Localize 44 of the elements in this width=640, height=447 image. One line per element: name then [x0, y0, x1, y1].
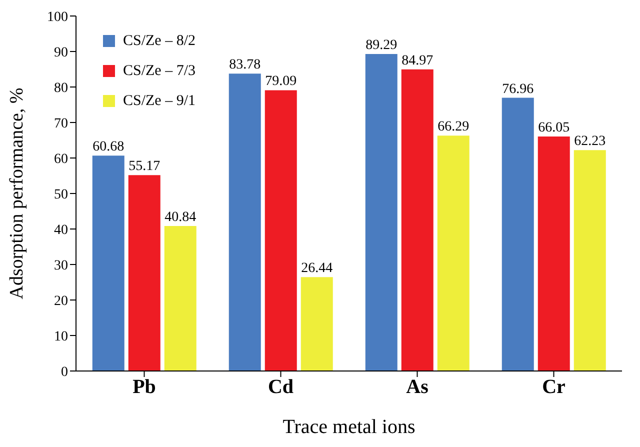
y-axis-title: Adsorption performance, % [6, 88, 28, 300]
y-tick-label: 90 [54, 45, 68, 60]
y-tick-label: 80 [54, 80, 68, 96]
y-tick-label: 60 [54, 152, 68, 167]
bar [164, 226, 196, 371]
x-tick-label: Cd [268, 376, 294, 398]
data-label: 76.96 [502, 82, 534, 97]
legend-label: CS/Ze – 8/2 [123, 32, 196, 50]
x-tick-label: Cr [542, 376, 566, 398]
x-axis-title: Trace metal ions [282, 416, 416, 438]
x-tick-label: As [406, 376, 429, 398]
data-label: 66.29 [438, 120, 470, 135]
data-label: 83.78 [229, 58, 261, 73]
legend-label: CS/Ze – 7/3 [123, 62, 196, 80]
bar [401, 69, 434, 371]
data-label: 26.44 [301, 261, 333, 276]
data-label: 55.17 [128, 159, 160, 174]
legend-label: CS/Ze – 9/1 [123, 92, 196, 110]
bar [574, 150, 606, 371]
data-label: 60.68 [92, 140, 124, 155]
y-tick-label: 20 [54, 294, 68, 309]
bar [502, 98, 534, 371]
y-tick-label: 30 [54, 258, 68, 274]
data-label: 66.05 [538, 120, 570, 136]
bar [92, 156, 124, 371]
x-tick-label: Pb [132, 376, 156, 398]
data-label: 84.97 [402, 53, 434, 68]
data-label: 40.84 [164, 210, 196, 226]
bar [365, 54, 398, 371]
bar [264, 90, 297, 371]
y-tick-label: 10 [54, 329, 68, 344]
data-label: 62.23 [574, 134, 606, 150]
y-tick-label: 0 [61, 364, 68, 380]
bar [437, 136, 470, 371]
bar [300, 277, 333, 371]
y-tick-label: 40 [54, 222, 68, 238]
y-tick-label: 100 [47, 10, 68, 25]
bar [128, 175, 160, 371]
bar [538, 136, 570, 371]
data-label: 89.29 [366, 38, 398, 54]
y-tick-label: 50 [54, 187, 68, 202]
bar [228, 74, 261, 371]
data-label: 79.09 [265, 74, 297, 90]
y-tick-label: 70 [54, 116, 68, 132]
